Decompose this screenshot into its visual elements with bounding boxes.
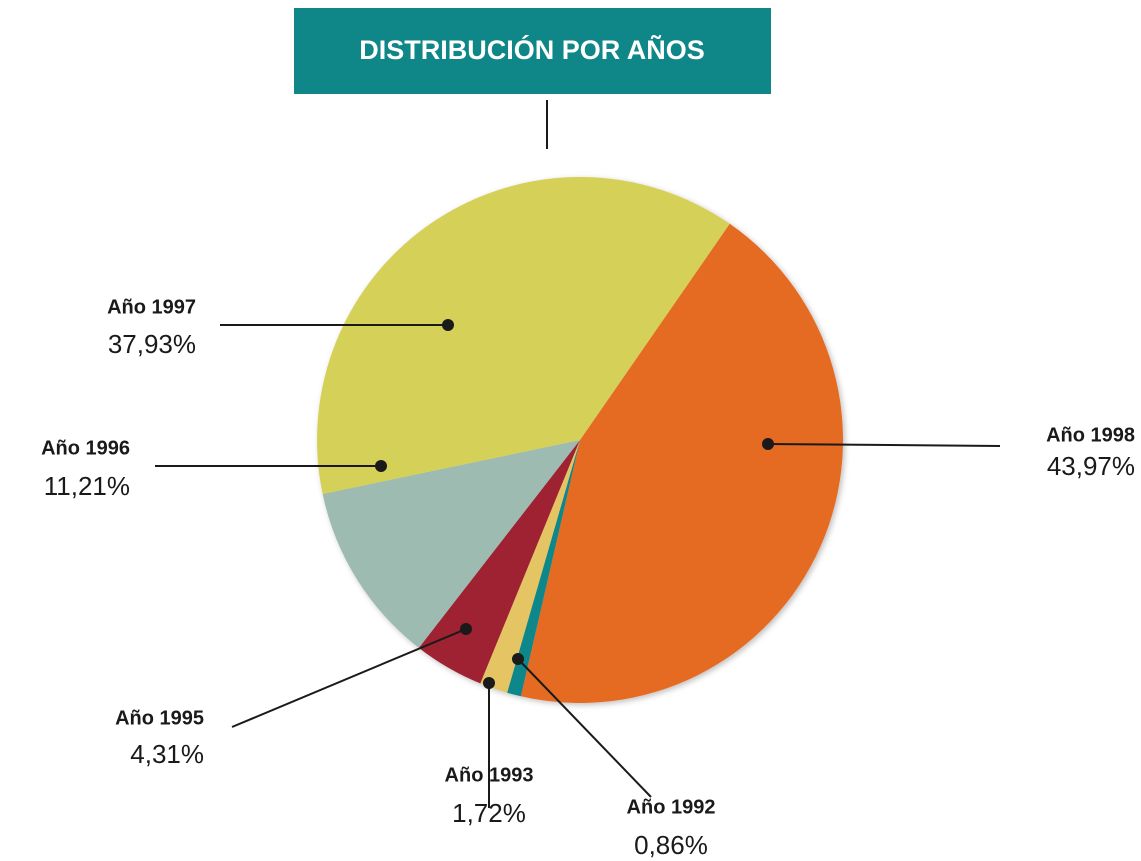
leader-line — [231, 628, 467, 728]
leader-dot — [512, 653, 524, 665]
leader-dot — [460, 623, 472, 635]
chart-title: DISTRIBUCIÓN POR AÑOS — [359, 34, 705, 65]
pie-slice — [520, 223, 843, 703]
slice-label: Año 1998 — [1046, 424, 1135, 446]
pie-slice — [317, 177, 730, 494]
slice-value: 37,93% — [108, 329, 196, 359]
pie-slice — [480, 440, 580, 693]
slice-value: 11,21% — [44, 471, 130, 501]
title-box — [294, 8, 771, 94]
pie-slice — [322, 440, 580, 648]
pie-slice — [418, 440, 580, 684]
slice-label: Año 1997 — [107, 296, 196, 318]
slice-value: 1,72% — [452, 798, 526, 828]
leader-dot — [483, 677, 495, 689]
leader-dot — [442, 319, 454, 331]
slice-label: Año 1995 — [115, 707, 204, 729]
leader-dot — [762, 438, 774, 450]
slice-label: Año 1993 — [445, 764, 534, 786]
leader-dot — [375, 460, 387, 472]
pie-slice — [507, 440, 580, 697]
slice-value: 43,97% — [1047, 451, 1135, 481]
leader-line — [767, 443, 1001, 447]
slice-label: Año 1996 — [41, 437, 130, 459]
slice-value: 4,31% — [130, 739, 204, 769]
leader-line — [517, 658, 652, 798]
pie — [317, 177, 843, 703]
slice-value: 0,86% — [634, 830, 708, 860]
slice-label: Año 1992 — [627, 796, 716, 818]
